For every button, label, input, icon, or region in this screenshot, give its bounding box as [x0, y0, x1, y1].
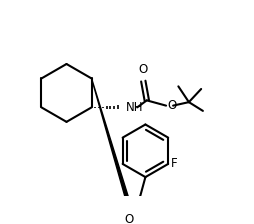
- Text: O: O: [124, 213, 133, 224]
- Text: F: F: [171, 157, 178, 170]
- Polygon shape: [91, 78, 131, 207]
- Text: O: O: [168, 99, 177, 112]
- Text: NH: NH: [126, 101, 143, 114]
- Text: O: O: [139, 63, 148, 76]
